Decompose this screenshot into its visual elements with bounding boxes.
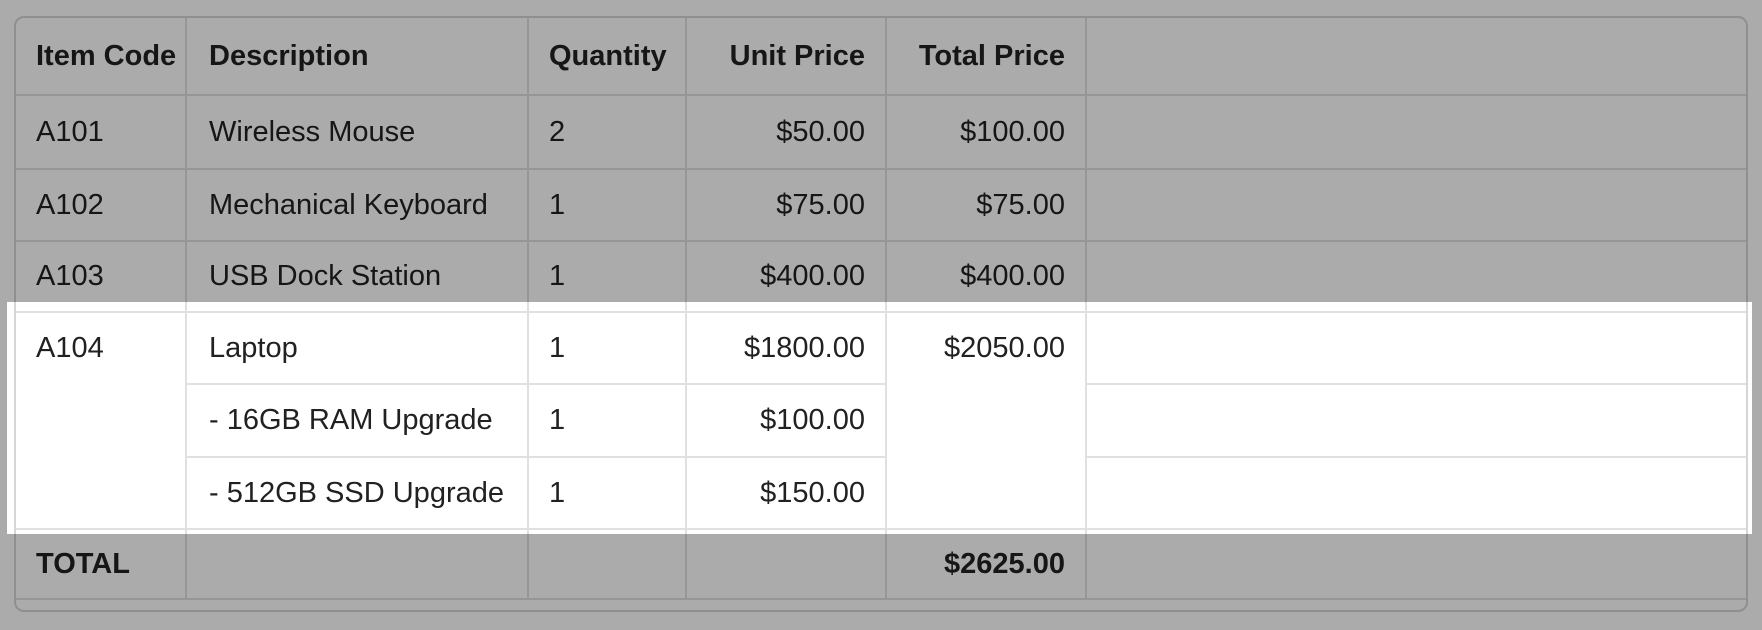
cell-description: USB Dock Station [186, 241, 529, 313]
cell-quantity: 2 [528, 95, 687, 170]
cell-item-code: A102 [16, 169, 187, 242]
cell-blank [1086, 169, 1746, 242]
cell-item-code: A103 [16, 241, 187, 313]
cell-item-code: A104 [16, 312, 187, 530]
cell-blank [186, 529, 529, 600]
cell-blank [528, 529, 687, 600]
total-label: TOTAL [16, 529, 187, 600]
col-header-item-code: Item Code [16, 18, 187, 96]
cell-description: Laptop [186, 312, 529, 385]
cell-description: Wireless Mouse [186, 95, 529, 170]
cell-blank [1086, 241, 1746, 313]
cell-total-price: $2050.00 [886, 312, 1087, 530]
cell-blank [1086, 95, 1746, 170]
cell-item-code: A101 [16, 95, 187, 170]
cell-total-price: $100.00 [886, 95, 1087, 170]
col-header-blank [1086, 18, 1746, 96]
cell-quantity: 1 [528, 457, 687, 530]
cell-blank [686, 529, 887, 600]
col-header-unit-price: Unit Price [686, 18, 887, 96]
cell-unit-price: $50.00 [686, 95, 887, 170]
invoice-table: Item Code Description Quantity Unit Pric… [16, 18, 1746, 600]
cell-blank [1086, 384, 1746, 458]
table-row: A103 USB Dock Station 1 $400.00 $400.00 [16, 241, 1746, 313]
cell-quantity: 1 [528, 169, 687, 242]
header-row: Item Code Description Quantity Unit Pric… [16, 18, 1746, 96]
cell-total-price: $400.00 [886, 241, 1087, 313]
table-row: A101 Wireless Mouse 2 $50.00 $100.00 [16, 95, 1746, 170]
col-header-quantity: Quantity [528, 18, 687, 96]
cell-unit-price: $100.00 [686, 384, 887, 458]
total-row: TOTAL $2625.00 [16, 529, 1746, 600]
cell-quantity: 1 [528, 241, 687, 313]
cell-description: - 512GB SSD Upgrade [186, 457, 529, 530]
cell-blank [1086, 457, 1746, 530]
table-row-highlighted: - 16GB RAM Upgrade 1 $100.00 [16, 384, 1746, 458]
table-row: A102 Mechanical Keyboard 1 $75.00 $75.00 [16, 169, 1746, 242]
cell-blank [1086, 312, 1746, 385]
cell-blank [1086, 529, 1746, 600]
total-price-value: $2625.00 [886, 529, 1087, 600]
cell-total-price: $75.00 [886, 169, 1087, 242]
cell-description: Mechanical Keyboard [186, 169, 529, 242]
cell-unit-price: $1800.00 [686, 312, 887, 385]
col-header-total-price: Total Price [886, 18, 1087, 96]
cell-unit-price: $400.00 [686, 241, 887, 313]
cell-unit-price: $150.00 [686, 457, 887, 530]
cell-quantity: 1 [528, 384, 687, 458]
col-header-description: Description [186, 18, 529, 96]
table-row-highlighted: A104 Laptop 1 $1800.00 $2050.00 [16, 312, 1746, 530]
cell-quantity: 1 [528, 312, 687, 385]
cell-description: - 16GB RAM Upgrade [186, 384, 529, 458]
table-row-highlighted: - 512GB SSD Upgrade 1 $150.00 [16, 457, 1746, 530]
cell-unit-price: $75.00 [686, 169, 887, 242]
invoice-table-container: Item Code Description Quantity Unit Pric… [14, 16, 1748, 612]
